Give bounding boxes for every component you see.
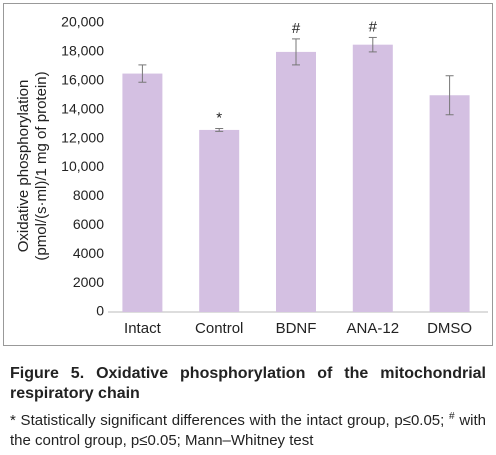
error-bar	[445, 75, 454, 116]
significance-mark: #	[292, 20, 301, 37]
y-tick-label: 4000	[73, 245, 104, 261]
error-bar	[138, 64, 147, 83]
y-tick-label: 0	[96, 303, 104, 319]
bar	[276, 51, 316, 313]
y-tick-label: 8000	[73, 187, 104, 203]
x-tick-label: ANA-12	[347, 320, 400, 337]
y-axis-title: Oxidative phosphorylation (pmol/(s·ml)/1…	[15, 71, 50, 260]
significance-mark: #	[369, 18, 378, 35]
bar	[429, 95, 470, 312]
bar	[199, 129, 240, 312]
y-tick-label: 14,000	[61, 100, 104, 116]
chart: Oxidative phosphorylation (pmol/(s·ml)/1…	[3, 3, 493, 346]
note-text: with the control group, p≤0.05; Mann–Whi…	[10, 412, 486, 449]
chart-frame	[3, 3, 493, 346]
x-tick-label: Control	[195, 320, 243, 337]
note-text: * Statistically significant differences …	[10, 412, 450, 429]
y-tick-label: 18,000	[61, 43, 104, 59]
y-tick-label: 2000	[73, 274, 104, 290]
caption-title: Figure 5. Oxidative phosphorylation of t…	[10, 365, 486, 402]
error-bar	[368, 36, 377, 53]
y-tick-label: 6000	[73, 216, 104, 232]
y-tick-label: 16,000	[61, 72, 104, 88]
x-tick-label: Intact	[124, 320, 162, 337]
y-tick-label: 12,000	[61, 129, 104, 145]
caption-note: * Statistically significant differences …	[10, 407, 486, 451]
note-symbol: #	[449, 411, 455, 422]
y-tick-label: 10,000	[61, 158, 104, 174]
error-bar	[292, 38, 300, 66]
y-axis-title-line: (pmol/(s·ml)/1 mg of protein)	[33, 71, 50, 260]
x-tick-label: BDNF	[276, 320, 317, 337]
significance-mark: *	[216, 109, 222, 126]
y-tick-label: 20,000	[61, 14, 104, 30]
x-tick-label: DMSO	[427, 320, 472, 337]
error-bar	[215, 127, 224, 132]
bar	[352, 44, 393, 313]
y-axis-title-line: Oxidative phosphorylation	[15, 80, 32, 253]
bar	[122, 73, 163, 312]
